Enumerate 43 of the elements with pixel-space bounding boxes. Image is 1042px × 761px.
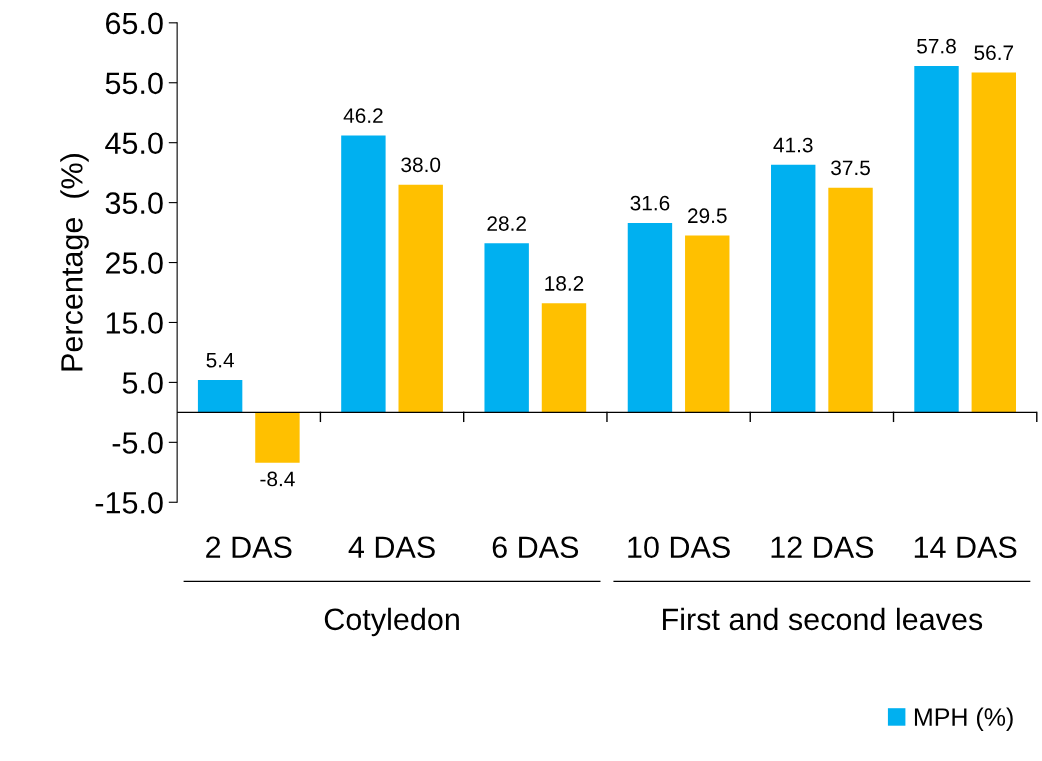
data-label: 46.2 xyxy=(343,108,383,124)
data-label: 31.6 xyxy=(630,195,670,211)
x-tick-label: 12 DAS xyxy=(771,536,874,559)
bar xyxy=(341,135,386,413)
data-label: 41.3 xyxy=(773,137,813,153)
data-label: 28.2 xyxy=(487,216,526,231)
bar xyxy=(255,412,300,463)
y-tick-label: -15.0 xyxy=(95,492,163,514)
bar xyxy=(914,65,959,413)
bar xyxy=(541,303,587,413)
bar xyxy=(771,164,816,413)
x-tick-label: 4 DAS xyxy=(348,536,435,559)
x-tick-label: 10 DAS xyxy=(628,536,730,559)
x-tick-label: 6 DAS xyxy=(492,536,579,559)
bar xyxy=(197,380,243,413)
y-tick-label: 15.0 xyxy=(106,312,163,334)
bar xyxy=(484,243,529,413)
bar xyxy=(685,235,730,413)
data-label: 57.8 xyxy=(917,38,956,54)
legend-label: MPH (%) xyxy=(914,707,1013,731)
x-tick-label: 2 DAS xyxy=(206,536,292,559)
data-label: 56.7 xyxy=(974,45,1014,61)
y-tick-label: -5.0 xyxy=(112,432,163,454)
data-label: 37.5 xyxy=(831,160,870,176)
y-tick-label: 35.0 xyxy=(105,192,163,214)
data-label: 29.5 xyxy=(688,208,727,224)
y-tick-label: 5.0 xyxy=(122,372,163,394)
bar xyxy=(627,222,673,413)
text: First and second leaves xyxy=(663,607,983,631)
y-axis-title: Percentage (%) xyxy=(60,154,89,371)
x-tick-label: 14 DAS xyxy=(914,536,1017,559)
y-tick-label: 55.0 xyxy=(105,72,163,95)
y-tick-label: 65.0 xyxy=(106,12,163,35)
data-label: 38.0 xyxy=(401,157,441,173)
bar xyxy=(398,184,443,413)
text: Cotyledon xyxy=(324,607,459,637)
y-tick-label: 45.0 xyxy=(105,132,163,155)
data-label: 18.2 xyxy=(545,276,584,291)
bar xyxy=(971,72,1017,413)
bar xyxy=(828,187,873,413)
data-label: -8.4 xyxy=(260,471,295,487)
data-label: 5.4 xyxy=(206,353,234,368)
y-tick-label: 25.0 xyxy=(106,252,163,274)
